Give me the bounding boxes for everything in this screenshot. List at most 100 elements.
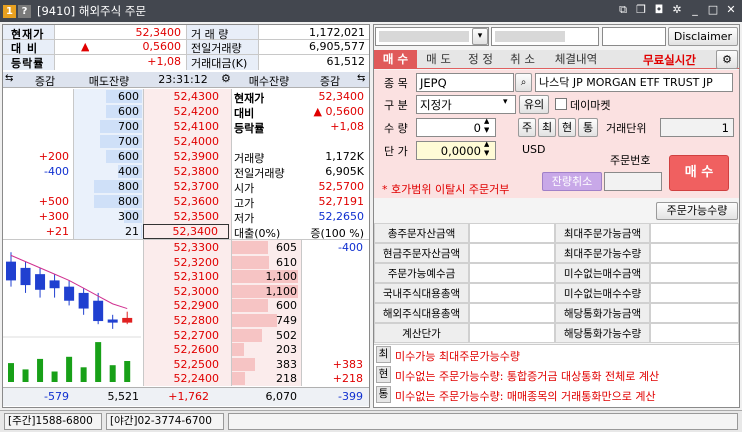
remain-cancel-button[interactable]: 잔량취소 xyxy=(542,172,602,191)
ask-row[interactable]: +200 600 52,3900 xyxy=(3,149,369,164)
bid-price[interactable]: 52,3300 xyxy=(173,241,220,254)
bid-change-total: -399 xyxy=(338,390,363,403)
tab-sell[interactable]: 매 도 xyxy=(426,52,451,66)
chevron-down-icon[interactable]: ▾ xyxy=(503,97,508,107)
ask-row[interactable]: -400 400 52,3800 xyxy=(3,164,369,179)
stock-info-panel: 현재가 52,3400 대비 ▲ 0,5600 등락률 +1,08 거래량 1,… xyxy=(232,89,366,240)
ask-row[interactable]: +21 21 52,3400 xyxy=(3,224,369,239)
daymarket-checkbox[interactable] xyxy=(555,98,567,110)
tab-buy[interactable]: 매 수 xyxy=(374,50,417,69)
bid-price[interactable]: 52,2700 xyxy=(173,328,220,342)
prev-volume-value: 6,905,577 xyxy=(309,40,365,53)
qty-spinner-icon[interactable]: ▲ ▼ xyxy=(484,117,490,134)
stock-code-input[interactable]: JEPQ xyxy=(416,73,514,92)
ask-row[interactable]: 700 52,4100 xyxy=(3,119,369,134)
ask-row[interactable]: 600 52,4200 xyxy=(3,104,369,119)
ask-row[interactable]: +300 300 52,3500 xyxy=(3,209,369,224)
tab-modify[interactable]: 정 정 xyxy=(468,52,493,66)
camera-icon[interactable]: ◘ xyxy=(654,3,664,16)
close-icon[interactable]: ✕ xyxy=(726,3,736,16)
price-input[interactable]: 0,0000 xyxy=(416,141,496,160)
disclaimer-button[interactable]: Disclaimer xyxy=(668,27,738,46)
tab-cancel[interactable]: 취 소 xyxy=(510,52,535,66)
ask-price[interactable]: 52,4300 xyxy=(173,90,220,103)
note-text: 미수가능 최대주문가능수량 xyxy=(395,350,520,363)
qty-currency-button[interactable]: 통 xyxy=(578,118,598,137)
volume-label: 거 래 량 xyxy=(191,28,229,41)
ask-price[interactable]: 52,3500 xyxy=(173,210,220,223)
ask-row[interactable]: 700 52,4000 xyxy=(3,134,369,149)
candle-body xyxy=(93,300,104,322)
ask-price[interactable]: 52,3900 xyxy=(173,150,220,163)
time-header: 23:31:12 xyxy=(158,73,208,86)
extra-field[interactable] xyxy=(602,27,666,46)
bid-price[interactable]: 52,2800 xyxy=(173,314,220,327)
bid-row[interactable]: 52,2500 383 +383 xyxy=(3,357,369,372)
volume-bar xyxy=(80,367,87,382)
minimize-icon[interactable]: _ xyxy=(692,3,698,16)
qty-share-button[interactable]: 주 xyxy=(518,118,536,137)
ask-qty-bar xyxy=(141,225,142,238)
price-spinner-icon[interactable]: ▲ ▼ xyxy=(484,140,490,157)
link-icon[interactable]: ⧉ xyxy=(619,3,627,16)
scroll-arrows-icon[interactable]: ⇆ xyxy=(5,73,14,84)
caution-button[interactable]: 유의 xyxy=(519,95,549,114)
bid-row[interactable]: 52,2700 502 xyxy=(3,328,369,343)
bid-qty: 502 xyxy=(276,328,297,342)
info-low-label: 저가 xyxy=(234,212,255,225)
bid-price[interactable]: 52,2400 xyxy=(173,372,220,386)
info-grid-value xyxy=(469,223,555,243)
gear-icon[interactable]: ⚙ xyxy=(221,72,231,85)
bid-row[interactable]: 52,2900 600 xyxy=(3,298,369,313)
qty-input[interactable]: 0 xyxy=(416,118,496,137)
bid-qty: 610 xyxy=(276,255,297,269)
copy-icon[interactable]: ❐ xyxy=(636,3,646,16)
info-grid-value xyxy=(650,243,739,263)
bid-row[interactable]: 52,2400 218 +218 xyxy=(3,371,369,386)
ask-row[interactable]: 600 52,4300 xyxy=(3,89,369,104)
bid-row[interactable]: 52,3100 1,100 xyxy=(3,269,369,284)
settings-icon[interactable]: ✲ xyxy=(672,3,682,16)
ask-change: +21 xyxy=(45,225,69,238)
bid-price[interactable]: 52,2600 xyxy=(173,343,220,357)
bid-row[interactable]: 52,3000 1,100 xyxy=(3,284,369,299)
ask-price[interactable]: 52,4000 xyxy=(173,135,220,148)
bid-price[interactable]: 52,3200 xyxy=(173,255,220,269)
ask-price[interactable]: 52,3600 xyxy=(173,195,220,208)
help-icon[interactable]: ? xyxy=(18,4,31,18)
bid-price[interactable]: 52,3000 xyxy=(173,284,220,298)
candle-body xyxy=(35,274,46,290)
note-text: 미수없는 주문가능수량: 통합증거금 대상통화 전체로 계산 xyxy=(395,370,660,383)
buy-button[interactable]: 매 수 xyxy=(669,155,729,191)
ask-price[interactable]: 52,4100 xyxy=(173,120,220,133)
ask-price[interactable]: 52,3700 xyxy=(173,180,220,193)
order-type-select[interactable]: 지정가 xyxy=(416,95,516,114)
bid-price[interactable]: 52,2500 xyxy=(173,357,220,371)
bid-row[interactable]: 52,2600 203 xyxy=(3,342,369,357)
ask-row[interactable]: 800 52,3700 xyxy=(3,179,369,194)
ask-price[interactable]: 52,3800 xyxy=(173,165,220,178)
ask-price[interactable]: 52,3400 xyxy=(143,224,229,239)
maximize-icon[interactable]: □ xyxy=(707,3,719,16)
qty-current-button[interactable]: 현 xyxy=(558,118,576,137)
tab-executions[interactable]: 체결내역 xyxy=(554,52,598,66)
current-price-value: 52,3400 xyxy=(135,26,182,39)
bid-row[interactable]: 52,2800 749 xyxy=(3,313,369,328)
qty-max-button[interactable]: 최 xyxy=(538,118,556,137)
bid-row[interactable]: 52,3300 605 -400 xyxy=(3,240,369,255)
ask-price[interactable]: 52,4200 xyxy=(173,105,220,118)
bid-price[interactable]: 52,2900 xyxy=(173,299,220,313)
bid-price[interactable]: 52,3100 xyxy=(173,270,220,284)
scroll-arrows-icon-right[interactable]: ⇆ xyxy=(357,73,366,84)
screen-number-icon[interactable]: 1 xyxy=(3,4,16,18)
ask-qty-bar xyxy=(94,180,142,193)
search-icon[interactable]: ⌕ xyxy=(515,73,532,92)
info-grid-value xyxy=(469,243,555,263)
bid-row[interactable]: 52,3200 610 xyxy=(3,255,369,270)
chevron-down-icon[interactable]: ▾ xyxy=(472,28,488,45)
ask-row[interactable]: +500 800 52,3600 xyxy=(3,194,369,209)
bid-qty-bar xyxy=(232,343,244,357)
gear-icon[interactable]: ⚙ xyxy=(716,50,738,69)
bid-qty: 749 xyxy=(276,314,297,327)
available-qty-button[interactable]: 주문가능수량 xyxy=(656,202,738,220)
